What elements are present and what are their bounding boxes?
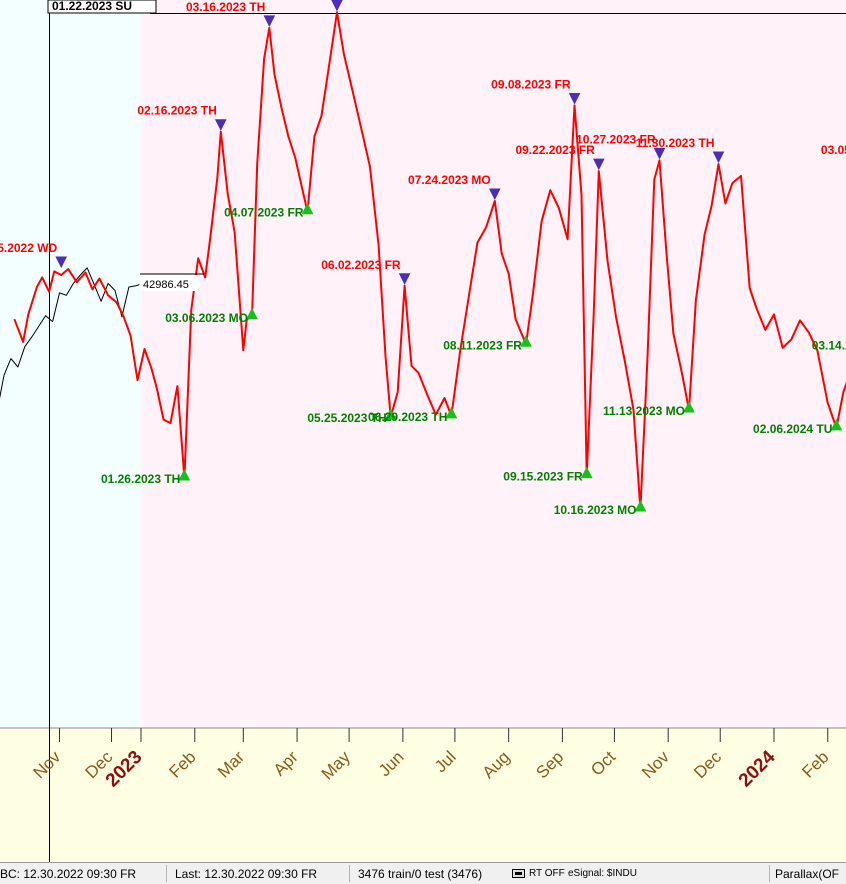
status-obc: BC: 12.30.2022 09:30 FR [0,867,137,881]
status-separator [769,865,770,882]
peak-label: 11.15.2022 WD [0,241,58,255]
cursor-date-label: 01.22.2023 SU [52,0,132,13]
price-series [0,267,140,399]
status-bar: BC: 12.30.2022 09:30 FR Last: 12.30.2022… [0,862,846,884]
status-source: eSignal: $INDU [568,868,637,879]
peak-label: 07.24.2023 MO [408,173,491,187]
peak-marker [653,147,666,160]
trough-label: 01.26.2023 TH [101,472,180,486]
trough-label: 05.25.2023 TH [307,411,386,425]
monitor-icon [512,869,525,878]
test-background [141,0,846,728]
peak-marker [214,119,227,131]
trough-marker [830,418,843,431]
x-axis-ticks [58,728,829,742]
trough-label: 03.14.20 [812,338,846,352]
status-last: Last: 12.30.2022 09:30 FR [175,867,318,881]
train-background [0,0,141,728]
peak-marker [263,15,276,27]
trough-marker [384,407,397,420]
price-label: 42986.45 [143,279,189,291]
trough-label: 10.16.2023 MO [554,503,637,517]
peak-label: 03.05.2024 [821,143,846,157]
chart-area[interactable]: 01.22.2023 SU Nov Dec 2023 Feb Mar Apr May Jun J… [0,0,846,862]
peak-label: 09.08.2023 FR [491,77,571,91]
peak-marker [398,273,411,285]
peak-label: 06.02.2023 FR [321,258,401,272]
trough-label: 06.29.2023 TH [368,410,447,424]
trough-marker [246,307,258,320]
trough-label: 09.15.2023 FR [503,470,583,484]
trough-label: 04.07.2023 FR [224,206,304,220]
peak-label: 02.16.2023 TH [137,104,216,118]
peak-label: 11.30.2023 TH [636,136,715,150]
peak-marker [488,188,501,201]
status-separator [166,865,167,882]
trough-marker [178,468,191,481]
peak-label: 09.22.2023 FR [515,143,595,157]
trough-marker [301,202,314,215]
peak-marker [55,256,68,269]
peak-marker [593,158,605,171]
forecast-series [13,11,846,510]
forecast-line [13,11,846,510]
price-label-box [140,275,200,291]
status-right[interactable]: Parallax(OF [775,867,840,881]
peak-marker [331,0,343,12]
peak-marker [568,92,581,105]
status-rt: RT OFF [529,868,565,879]
trough-label: 11.13.2023 MO [603,404,685,418]
trough-label: 08.11.2023 FR [443,338,522,352]
peak-label: 10.27.2023 FR [576,132,656,146]
trough-label: 02.06.2024 TU [753,422,832,436]
trough-label: 03.06.2023 MO [165,311,248,325]
trough-marker [520,335,532,347]
axis-background [0,728,846,862]
status-train-test: 3476 train/0 test (3476) [358,867,483,881]
turning-point-labels: 11.15.2022 WD 02.16.2023 TH 03.16.2023 TH 0… [0,0,846,517]
cursor-label-box [47,0,157,14]
trough-marker [580,466,593,479]
trough-marker [445,406,458,419]
peak-marker [712,151,725,164]
status-separator [349,865,350,882]
turning-point-markers [55,0,843,512]
peak-label: 03.16.2023 TH [186,0,265,14]
trough-marker [683,400,695,413]
trough-marker [634,499,647,512]
price-line [0,267,140,399]
